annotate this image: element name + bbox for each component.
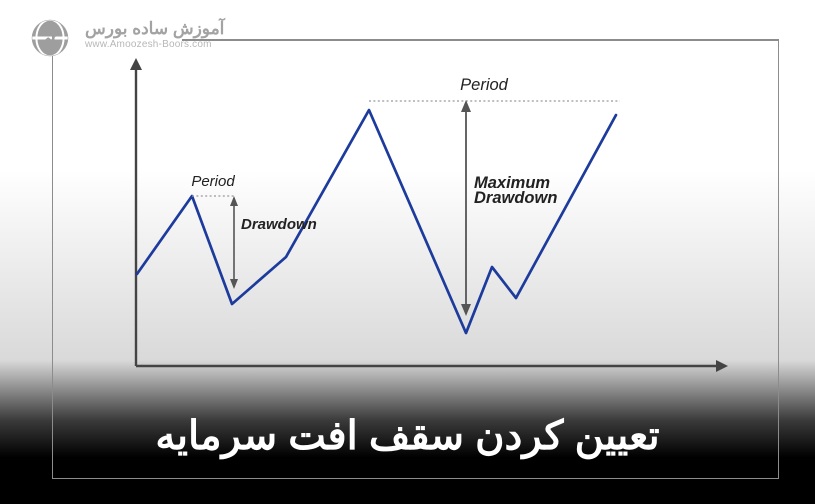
svg-text:Drawdown: Drawdown (474, 189, 557, 207)
svg-text:Period: Period (191, 173, 235, 190)
svg-text:Period: Period (460, 76, 509, 94)
svg-text:Drawdown: Drawdown (241, 216, 317, 233)
